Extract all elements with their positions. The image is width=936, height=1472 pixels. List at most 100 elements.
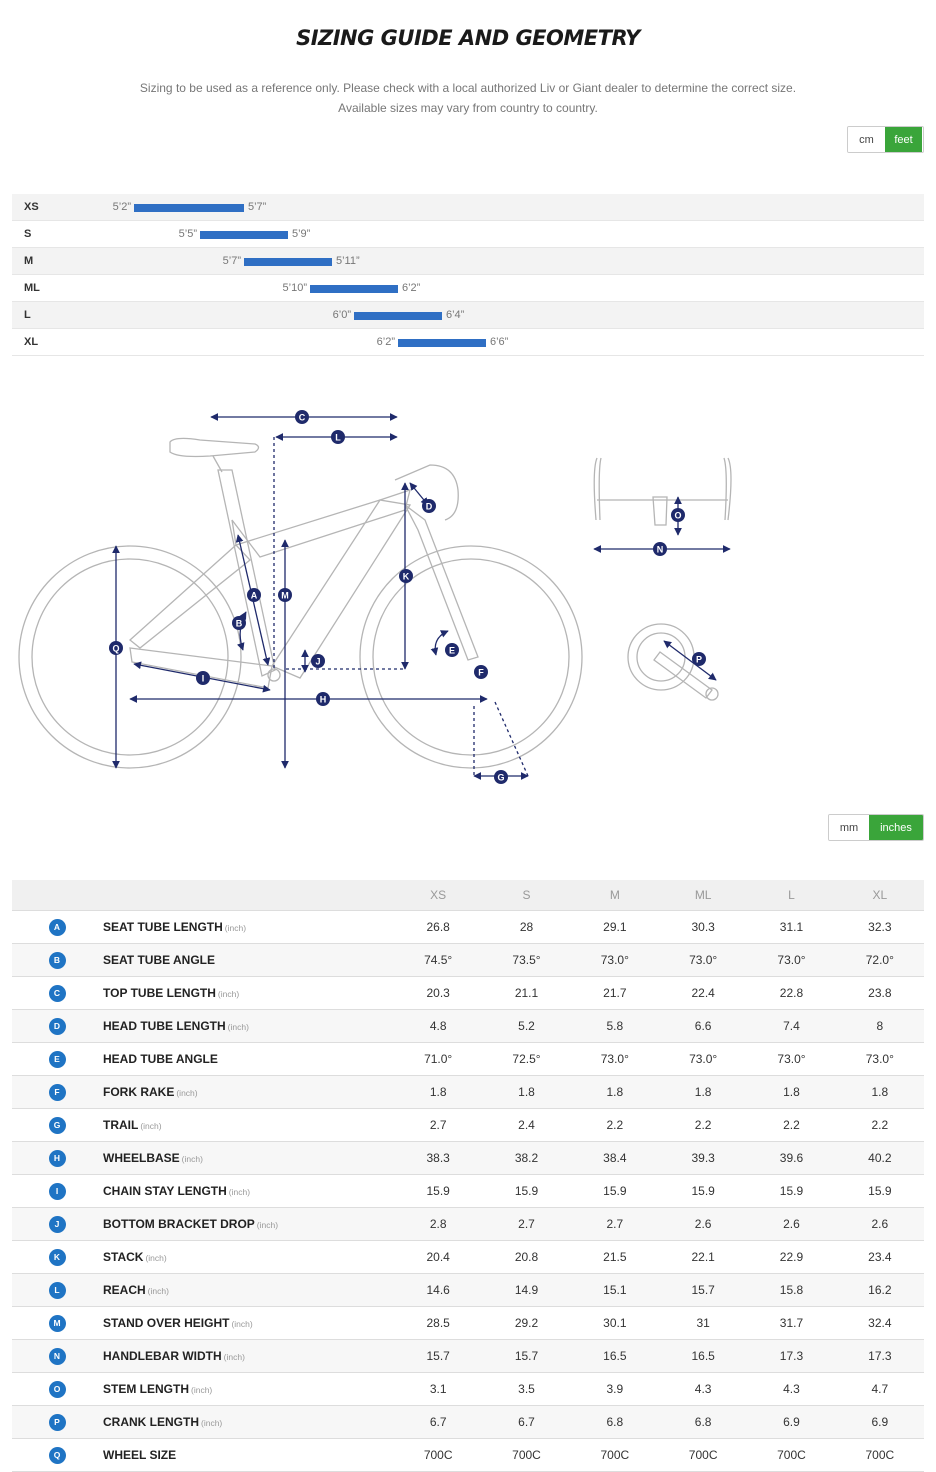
geometry-row-c: C TOP TUBE LENGTH (inch) 20.3 21.1 21.7 22.4 22… <box>12 976 924 1010</box>
geometry-row-n: N HANDLEBAR WIDTH (inch) 15.7 15.7 16.5 16.5 17… <box>12 1339 924 1373</box>
value-cell: 31.1 <box>747 910 836 944</box>
measurement-badge: N <box>48 1347 66 1365</box>
rear-wheel-inner <box>31 558 229 756</box>
bar-front-view-drop <box>598 457 727 521</box>
measurement-unit: (inch) <box>217 989 240 999</box>
measurement-badge: Q <box>48 1446 66 1464</box>
diagram-label-f: F <box>474 665 488 679</box>
value-cell: 6.7 <box>394 1405 483 1439</box>
diagram-label-d: D <box>422 499 436 513</box>
value-cell: 73.0° <box>570 1042 659 1076</box>
unit-option-mm[interactable]: mm <box>829 815 869 840</box>
height-range-bar <box>244 258 332 266</box>
svg-text:J: J <box>315 657 320 667</box>
geometry-row-h: H WHEELBASE (inch) 38.3 38.2 38.4 39.3 39.6 40.2 <box>12 1141 924 1175</box>
value-cell: 700C <box>482 1438 571 1472</box>
disclaimer-line-2: Available sizes may vary from country to… <box>338 101 598 115</box>
value-cell: 3.5 <box>482 1372 571 1406</box>
value-cell: 1.8 <box>482 1075 571 1109</box>
value-cell: 15.9 <box>394 1174 483 1208</box>
measurement-label: SEAT TUBE ANGLE <box>103 953 216 967</box>
unit-option-inches[interactable]: inches <box>869 815 923 840</box>
diagram-label-o: O <box>671 508 685 522</box>
rider-height-row: XS 5’2” 5’7” <box>12 194 924 221</box>
svg-text:H: H <box>320 695 327 705</box>
geometry-header-row: XS S M ML L XL <box>12 880 924 911</box>
measurement-unit: (inch) <box>191 1385 213 1395</box>
value-cell: 2.2 <box>570 1108 659 1142</box>
value-cell: 4.8 <box>394 1009 483 1043</box>
measurement-label: WHEELBASE <box>103 1151 180 1165</box>
diagram-label-k: K <box>399 569 413 583</box>
diagram-label-a: A <box>247 588 261 602</box>
measurement-badge: G <box>48 1116 66 1134</box>
value-cell: 31 <box>658 1306 748 1340</box>
value-cell: 29.2 <box>482 1306 571 1340</box>
value-cell: 6.9 <box>835 1405 924 1439</box>
bike-outline <box>18 437 732 769</box>
max-height-label: 5’9” <box>292 228 311 240</box>
value-cell: 16.2 <box>835 1273 924 1307</box>
geometry-row-i: I CHAIN STAY LENGTH (inch) 15.9 15.9 15.9 15.9… <box>12 1174 924 1208</box>
down-tube <box>271 499 412 679</box>
value-cell: 39.3 <box>658 1141 748 1175</box>
value-cell: 38.4 <box>570 1141 659 1175</box>
measurement-label: STEM LENGTH <box>103 1382 189 1396</box>
value-cell: 700C <box>658 1438 748 1472</box>
value-cell: 4.3 <box>747 1372 836 1406</box>
value-cell: 73.0° <box>747 943 836 977</box>
rider-height-row: S 5’5” 5’9” <box>12 221 924 248</box>
value-cell: 71.0° <box>394 1042 483 1076</box>
value-cell: 23.4 <box>835 1240 924 1274</box>
value-cell: 2.2 <box>835 1108 924 1142</box>
value-cell: 15.9 <box>747 1174 836 1208</box>
value-cell: 5.8 <box>570 1009 659 1043</box>
measurement-label: CHAIN STAY LENGTH <box>103 1184 227 1198</box>
svg-text:N: N <box>657 545 664 555</box>
value-cell: 73.0° <box>658 1042 748 1076</box>
measurement-badge: J <box>48 1215 66 1233</box>
value-cell: 1.8 <box>394 1075 483 1109</box>
page-title: SIZING GUIDE AND GEOMETRY <box>296 26 640 50</box>
value-cell: 700C <box>570 1438 659 1472</box>
measurement-unit: (inch) <box>223 1352 245 1362</box>
max-height-label: 6’4” <box>446 309 465 321</box>
value-cell: 39.6 <box>747 1141 836 1175</box>
value-cell: 20.4 <box>394 1240 483 1274</box>
height-unit-toggle[interactable]: cm feet <box>847 126 924 153</box>
geometry-unit-toggle[interactable]: mm inches <box>828 814 924 841</box>
measurement-unit: (inch) <box>201 1418 223 1428</box>
svg-text:K: K <box>403 572 410 582</box>
diagram-label-c: C <box>295 410 309 424</box>
height-range-bar <box>398 339 486 347</box>
g-drop-2 <box>494 701 529 777</box>
measurement-label: TRAIL <box>103 1118 139 1132</box>
value-cell: 17.3 <box>835 1339 924 1373</box>
size-label: XL <box>24 336 39 348</box>
e-arc <box>430 630 449 656</box>
header-blank-badge <box>12 880 102 911</box>
value-cell: 2.2 <box>658 1108 748 1142</box>
measurement-lines <box>112 413 731 780</box>
size-label: ML <box>24 282 40 294</box>
unit-option-feet[interactable]: feet <box>885 127 922 152</box>
value-cell: 1.8 <box>658 1075 748 1109</box>
fork <box>404 504 479 661</box>
diagram-label-i: I <box>196 671 210 685</box>
rider-height-chart: XS 5’2” 5’7” S 5’5” 5’9” M 5’7” 5’11” ML 5’10” 6’2”… <box>12 194 924 356</box>
value-cell: 700C <box>747 1438 836 1472</box>
value-cell: 40.2 <box>835 1141 924 1175</box>
measurement-unit: (inch) <box>231 1319 253 1329</box>
measurement-badge: E <box>48 1050 66 1068</box>
svg-text:D: D <box>426 502 433 512</box>
geometry-row-m: M STAND OVER HEIGHT (inch) 28.5 29.2 30.1 31 31… <box>12 1306 924 1340</box>
value-cell: 21.5 <box>570 1240 659 1274</box>
measurement-unit: (inch) <box>140 1121 162 1131</box>
value-cell: 21.1 <box>482 976 571 1010</box>
geometry-row-j: J BOTTOM BRACKET DROP (inch) 2.8 2.7 2.7 2.6 2.… <box>12 1207 924 1241</box>
size-label: S <box>24 228 32 240</box>
measurement-label: SEAT TUBE LENGTH <box>103 920 223 934</box>
measurement-label: FORK RAKE <box>103 1085 175 1099</box>
value-cell: 20.3 <box>394 976 483 1010</box>
unit-option-cm[interactable]: cm <box>848 127 885 152</box>
